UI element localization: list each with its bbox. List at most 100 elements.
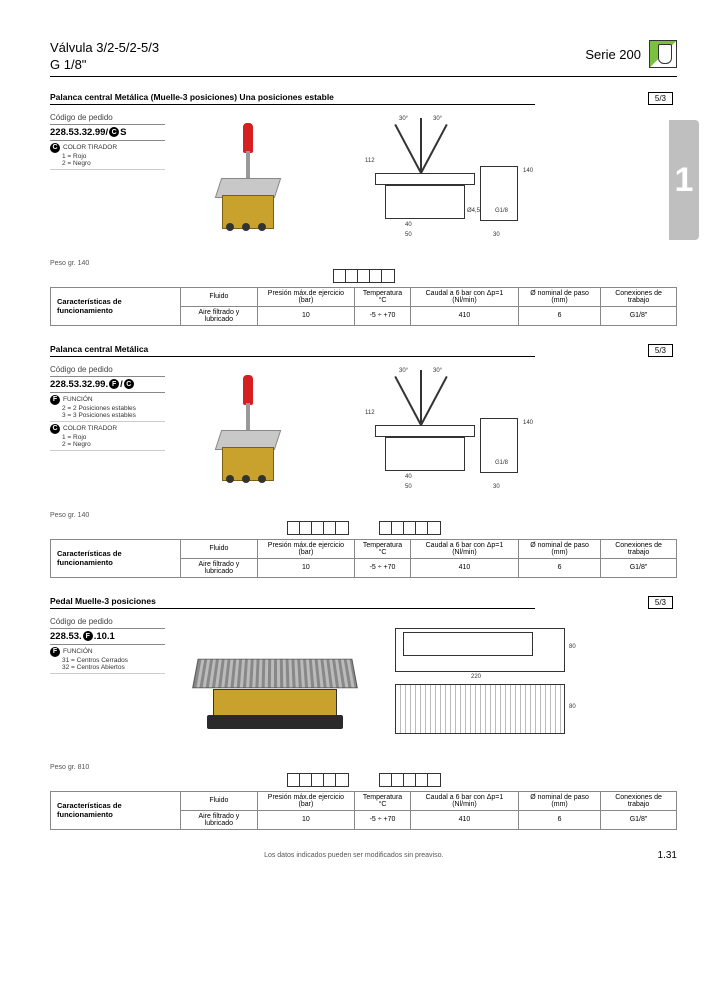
section-2-ratio: 5/3 [648, 344, 673, 357]
opt-group-3: FFUNCIÓN 31 = Centros Cerrados 32 = Cent… [50, 645, 165, 674]
th: Fluido [181, 287, 258, 306]
td: 6 [519, 306, 601, 325]
var-c: C [109, 127, 119, 137]
pneumatic-symbol [287, 521, 349, 535]
pneumatic-symbol [379, 773, 441, 787]
title-line-1: Válvula 3/2-5/2-5/3 [50, 40, 159, 57]
td: G1/8" [601, 810, 677, 829]
td: G1/8" [601, 558, 677, 577]
dim: 40 [405, 222, 412, 228]
opt-group-2a: FFUNCIÓN 2 = 2 Posiciones estables 3 = 3… [50, 393, 165, 422]
section-2-title: Palanca central Metálica [50, 344, 535, 357]
th: Temperatura °C [355, 287, 411, 306]
opt-line: 3 = 3 Posiciones estables [50, 412, 165, 419]
slash: / [120, 379, 123, 390]
th: Temperatura °C [355, 539, 411, 558]
th: Caudal a 6 bar con Δp=1 (Nl/min) [410, 287, 518, 306]
td: 10 [257, 810, 354, 829]
char-table-2: Características de funcionamiento Fluido… [50, 539, 677, 578]
weight-1: Peso gr. 140 [50, 260, 677, 267]
th: Conexiones de trabajo [601, 287, 677, 306]
dim: 30° [433, 368, 442, 374]
code-prefix: 228.53.32.99/ [50, 127, 108, 138]
pneumatic-symbol [333, 269, 395, 283]
td: -5 ÷ +70 [355, 306, 411, 325]
dim: G1/8 [495, 460, 508, 466]
dim: G1/8 [495, 208, 508, 214]
pneumatic-symbol [287, 773, 349, 787]
char-table-3: Características de funcionamiento Fluido… [50, 791, 677, 830]
char-rowhead: Características de funcionamiento [51, 791, 181, 829]
tech-drawing-2: 30° 30° 112 140 40 50 30 G1/8 [330, 363, 530, 508]
opt-tag: F [50, 395, 60, 405]
var-f: F [109, 379, 119, 389]
order-box-3: Código de pedido 228.53. F .10.1 FFUNCIÓ… [50, 615, 165, 760]
tech-drawing-1: 30° 30° 112 140 40 50 30 G1/8 Ø4,5 [330, 111, 530, 256]
order-box-2: Código de pedido 228.53.32.99. F / C FFU… [50, 363, 165, 508]
char-table-1: Características de funcionamiento Fluido… [50, 287, 677, 326]
weight-2: Peso gr. 140 [50, 512, 677, 519]
opt-group-1: CCOLOR TIRADOR 1 = Rojo 2 = Negro [50, 141, 165, 170]
td: 6 [519, 558, 601, 577]
char-rowhead: Características de funcionamiento [51, 287, 181, 325]
td: 10 [257, 306, 354, 325]
dim: 30 [493, 232, 500, 238]
opt-line: 2 = 2 Posiciones estables [50, 405, 165, 412]
th: Fluido [181, 791, 258, 810]
dim: 80 [569, 704, 576, 710]
th: Presión máx.de ejercicio (bar) [257, 791, 354, 810]
tech-drawing-3: 220 80 80 [385, 615, 585, 760]
page-header: Válvula 3/2-5/2-5/3 G 1/8" Serie 200 [50, 40, 677, 77]
dim: 40 [405, 474, 412, 480]
order-code-2: 228.53.32.99. F / C [50, 377, 165, 393]
dim: 30 [493, 484, 500, 490]
opt-line: 32 = Centros Abiertos [50, 664, 165, 671]
opt-head: FUNCIÓN [63, 396, 93, 403]
title-line-2: G 1/8" [50, 57, 159, 74]
dim: 220 [471, 674, 481, 680]
order-code-1: 228.53.32.99/ C S [50, 125, 165, 141]
td: G1/8" [601, 306, 677, 325]
section-3-title: Pedal Muelle-3 posiciones [50, 596, 535, 609]
section-3: Pedal Muelle-3 posiciones 5/3 Código de … [50, 596, 677, 830]
var-s: S [120, 127, 126, 138]
product-image-2 [180, 363, 315, 508]
td: Aire filtrado y lubricado [181, 810, 258, 829]
order-label: Código de pedido [50, 363, 165, 377]
dim: 30° [433, 116, 442, 122]
header-title: Válvula 3/2-5/2-5/3 G 1/8" [50, 40, 159, 74]
opt-line: 31 = Centros Cerrados [50, 657, 165, 664]
opt-head: FUNCIÓN [63, 648, 93, 655]
product-image-3 [180, 615, 370, 760]
th: Caudal a 6 bar con Δp=1 (Nl/min) [410, 539, 518, 558]
chapter-number: 1 [675, 161, 694, 200]
var-c: C [124, 379, 134, 389]
code-suffix: .10.1 [94, 631, 115, 642]
th: Ø nominal de paso (mm) [519, 791, 601, 810]
dim: 140 [523, 420, 533, 426]
td: -5 ÷ +70 [355, 558, 411, 577]
opt-line: 1 = Rojo [50, 153, 165, 160]
opt-head: COLOR TIRADOR [63, 425, 117, 432]
dim: 50 [405, 232, 412, 238]
product-image-1 [180, 111, 315, 256]
dim: 112 [365, 158, 375, 164]
td: 410 [410, 558, 518, 577]
opt-line: 2 = Negro [50, 160, 165, 167]
td: 410 [410, 810, 518, 829]
order-label: Código de pedido [50, 615, 165, 629]
th: Ø nominal de paso (mm) [519, 539, 601, 558]
dim: 30° [399, 368, 408, 374]
section-2: Palanca central Metálica 5/3 Código de p… [50, 344, 677, 578]
td: -5 ÷ +70 [355, 810, 411, 829]
order-label: Código de pedido [50, 111, 165, 125]
code-prefix: 228.53. [50, 631, 82, 642]
order-box-1: Código de pedido 228.53.32.99/ C S CCOLO… [50, 111, 165, 256]
td: Aire filtrado y lubricado [181, 558, 258, 577]
th: Conexiones de trabajo [601, 791, 677, 810]
opt-line: 2 = Negro [50, 441, 165, 448]
dim: 80 [569, 644, 576, 650]
th: Caudal a 6 bar con Δp=1 (Nl/min) [410, 791, 518, 810]
th: Presión máx.de ejercicio (bar) [257, 539, 354, 558]
section-1-ratio: 5/3 [648, 92, 673, 105]
